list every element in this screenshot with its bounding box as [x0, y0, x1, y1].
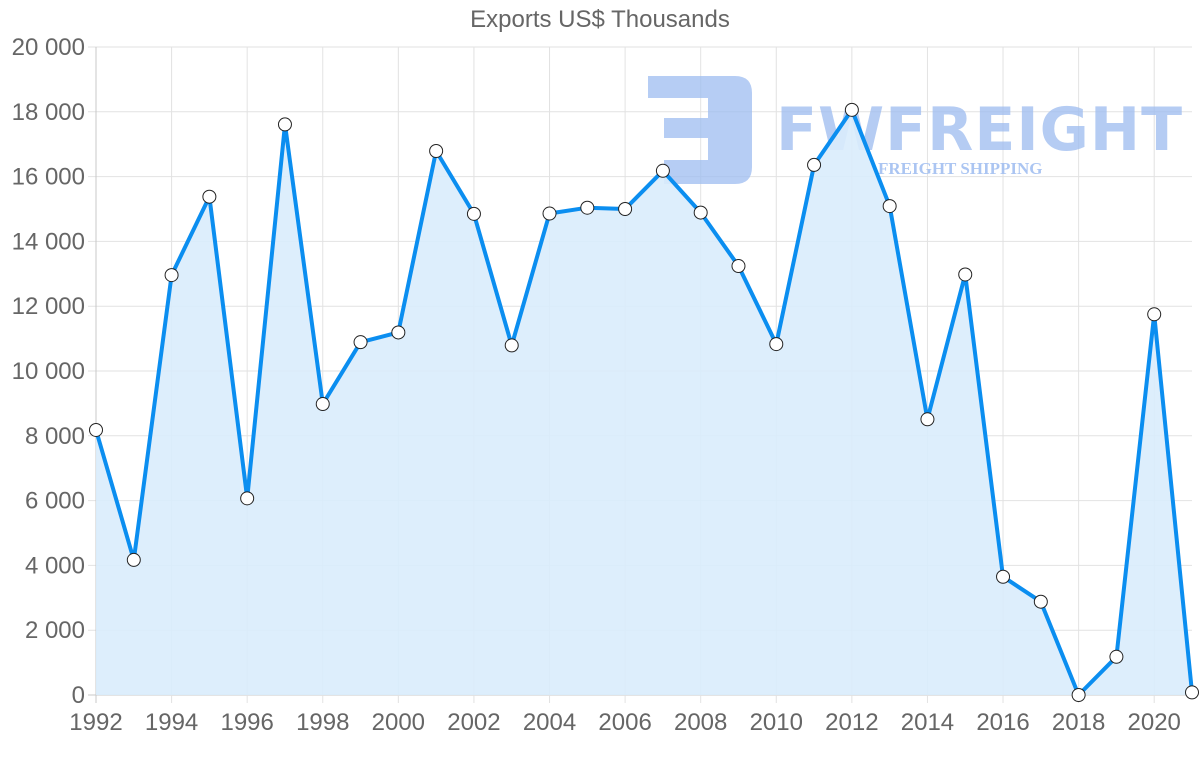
series-line [94, 107, 1194, 697]
data-point [126, 552, 141, 567]
data-point [391, 325, 406, 340]
y-tick-label: 16 000 [12, 164, 85, 191]
y-axis-labels: 0 2 000 4 000 6 000 8 000 10 000 12 000 14 000 1… [12, 34, 85, 709]
data-point [844, 102, 859, 117]
x-tick-label: 1992 [69, 709, 122, 736]
x-tick-label: 2020 [1128, 709, 1181, 736]
x-tick-label: 2000 [372, 709, 425, 736]
y-tick-label: 2 000 [25, 617, 85, 644]
x-tick-label: 2006 [598, 709, 651, 736]
data-point [580, 200, 595, 215]
data-point [882, 199, 897, 214]
data-points [89, 102, 1199, 702]
x-tick-label: 2018 [1052, 709, 1105, 736]
y-tick-label: 10 000 [12, 358, 85, 385]
data-point [996, 569, 1011, 584]
data-point [542, 206, 557, 221]
y-tick-label: 8 000 [25, 423, 85, 450]
x-tick-label: 2002 [447, 709, 500, 736]
x-tick-label: 2004 [523, 709, 576, 736]
x-tick-label: 1994 [145, 709, 198, 736]
data-point [202, 189, 217, 204]
data-point [277, 117, 292, 132]
x-tick-label: 2010 [750, 709, 803, 736]
x-tick-label: 1998 [296, 709, 349, 736]
data-point [1071, 688, 1086, 702]
x-tick-label: 2012 [825, 709, 878, 736]
y-tick-label: 12 000 [12, 293, 85, 320]
x-tick-label: 2014 [901, 709, 954, 736]
x-tick-label: 2008 [674, 709, 727, 736]
data-point [240, 491, 255, 506]
data-point [1033, 594, 1048, 609]
data-point [655, 163, 670, 178]
data-point [1109, 649, 1124, 664]
watermark-logo: FWFREIGHT FREIGHT SHIPPING [648, 76, 1182, 184]
data-point [807, 157, 822, 172]
data-point [164, 268, 179, 283]
data-point [429, 144, 444, 159]
chart-title: Exports US$ Thousands [470, 6, 730, 33]
data-point [315, 397, 330, 412]
area-fill [96, 109, 1192, 695]
data-point [618, 202, 633, 216]
data-point [466, 206, 481, 221]
y-tick-label: 20 000 [12, 34, 85, 61]
y-tick-label: 14 000 [12, 228, 85, 255]
y-tick-label: 4 000 [25, 552, 85, 579]
data-point [1185, 685, 1199, 700]
watermark-tagline: FREIGHT SHIPPING [878, 159, 1043, 178]
data-point [769, 337, 784, 352]
x-tick-label: 1996 [220, 709, 273, 736]
data-point [504, 338, 519, 353]
data-point [920, 412, 935, 427]
data-point [731, 259, 746, 274]
data-point [1147, 307, 1162, 322]
x-tick-label: 2016 [976, 709, 1029, 736]
data-point [353, 335, 368, 350]
data-point [693, 205, 708, 220]
x-axis-labels: 1992 1994 1996 1998 2000 2002 2004 2006 2008 2010… [69, 709, 1181, 736]
fw-logo-icon [648, 76, 752, 184]
y-tick-label: 18 000 [12, 99, 85, 126]
data-point [89, 422, 103, 437]
y-tick-label: 6 000 [25, 488, 85, 515]
data-point [958, 267, 973, 282]
y-tick-label: 0 [72, 682, 85, 709]
